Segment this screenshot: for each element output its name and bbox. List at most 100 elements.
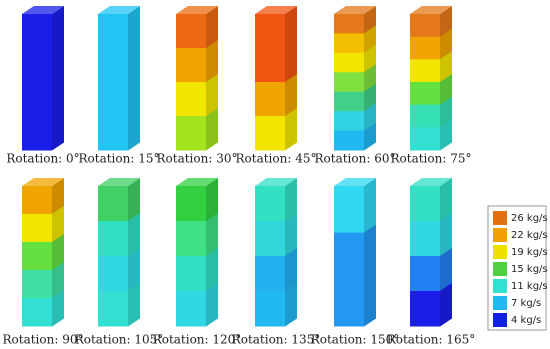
column-side xyxy=(364,178,376,234)
column-side xyxy=(364,122,376,151)
column-side-shade xyxy=(285,248,297,292)
legend-swatch xyxy=(493,262,507,276)
column-side-shade xyxy=(285,178,297,222)
rotation-label: Rotation: 105° xyxy=(75,333,164,347)
column-side xyxy=(440,74,452,106)
column-side xyxy=(52,178,64,215)
column-side-shade xyxy=(285,283,297,327)
column-side xyxy=(128,74,140,151)
column-top-shade xyxy=(255,6,297,14)
legend-label: 26 kg/s xyxy=(511,213,548,224)
column-side-shade xyxy=(285,6,297,49)
column-side-shade xyxy=(206,108,218,151)
column-segment xyxy=(22,214,52,243)
column-side xyxy=(364,44,376,73)
column-top xyxy=(334,6,376,14)
column-side-shade xyxy=(440,96,452,128)
column-top xyxy=(98,178,140,186)
column xyxy=(255,178,297,327)
column-top xyxy=(255,6,297,14)
column-side-shade xyxy=(128,6,140,83)
column-side-shade xyxy=(440,213,452,257)
column-segment xyxy=(410,221,440,257)
column-side xyxy=(285,248,297,292)
column-side-shade xyxy=(285,108,297,151)
column-side-shade xyxy=(52,6,64,83)
column-segment xyxy=(176,186,206,222)
column-top-shade xyxy=(255,178,297,186)
column-segment xyxy=(22,186,52,215)
column-side xyxy=(52,262,64,299)
column-side-shade xyxy=(128,283,140,327)
column-top-shade xyxy=(410,178,452,186)
column-side xyxy=(364,25,376,54)
column-top xyxy=(176,6,218,14)
column-side xyxy=(364,83,376,112)
column-segment xyxy=(410,104,440,128)
column-side xyxy=(52,290,64,327)
column-side xyxy=(440,96,452,128)
column-segment xyxy=(176,291,206,327)
column-segment xyxy=(22,270,52,299)
column xyxy=(410,178,452,327)
column-side-shade xyxy=(206,213,218,257)
column-side-shade xyxy=(52,262,64,299)
column-side xyxy=(206,74,218,117)
column-top-shade xyxy=(98,178,140,186)
column-segment xyxy=(334,232,364,280)
column-segment xyxy=(255,291,285,327)
column-segment xyxy=(334,111,364,132)
column-side-shade xyxy=(364,178,376,234)
column-segment xyxy=(22,242,52,271)
column xyxy=(98,178,140,327)
column-segment xyxy=(176,116,206,151)
column-side xyxy=(206,6,218,49)
column-top-shade xyxy=(176,6,218,14)
column-side-shade xyxy=(440,6,452,38)
legend-swatch xyxy=(493,296,507,310)
column-side xyxy=(206,283,218,327)
column-top xyxy=(22,178,64,186)
column-side-shade xyxy=(364,271,376,327)
column-side xyxy=(364,64,376,93)
column-side-shade xyxy=(364,224,376,280)
column xyxy=(176,6,218,151)
column-segment xyxy=(410,186,440,222)
column-side xyxy=(364,103,376,132)
column-side xyxy=(440,51,452,83)
column-segment xyxy=(98,221,128,257)
column xyxy=(22,178,64,327)
legend-label: 11 kg/s xyxy=(511,281,548,292)
column-side xyxy=(440,28,452,60)
legend-label: 4 kg/s xyxy=(511,315,541,326)
column-side xyxy=(440,283,452,327)
legend-label: 7 kg/s xyxy=(511,298,541,309)
column-side xyxy=(128,6,140,83)
column-side xyxy=(128,248,140,292)
column-side-shade xyxy=(440,178,452,222)
column-side-shade xyxy=(128,74,140,151)
column-top xyxy=(410,178,452,186)
column-segment xyxy=(255,256,285,292)
column-segment xyxy=(334,14,364,34)
column-side xyxy=(440,248,452,292)
column-segment xyxy=(334,52,364,73)
column-segment xyxy=(22,82,52,151)
rotation-label: Rotation: 15° xyxy=(79,152,160,166)
column-side-shade xyxy=(128,248,140,292)
column-segment xyxy=(334,130,364,151)
column xyxy=(98,6,140,151)
column-segment xyxy=(255,14,285,49)
column-side-shade xyxy=(206,40,218,83)
column-side-shade xyxy=(52,178,64,215)
column-side xyxy=(285,40,297,83)
column-side-shade xyxy=(206,178,218,222)
column-segment xyxy=(410,82,440,106)
legend-swatch xyxy=(493,211,507,225)
column-side xyxy=(285,178,297,222)
column-side xyxy=(285,283,297,327)
column-side-shade xyxy=(206,248,218,292)
legend-label: 15 kg/s xyxy=(511,264,548,275)
column-side xyxy=(440,213,452,257)
column-side-shade xyxy=(285,213,297,257)
